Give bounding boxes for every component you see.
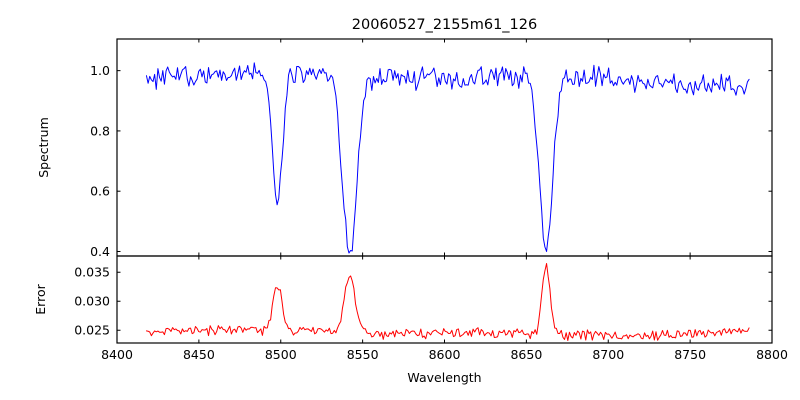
y-tick-label: 1.0 (90, 63, 110, 78)
trace-spectrum (145, 62, 750, 254)
panel-error: 8400 8450 8500 8550 8600 8650 8700 8750 8800 0.02… (33, 255, 788, 362)
y-axis-label-spectrum: Spectrum (36, 117, 51, 178)
y-tick-label: 0.6 (90, 184, 110, 199)
trace-error (145, 263, 750, 342)
x-axis-label: Wavelength (407, 370, 481, 385)
x-tick-label: 8500 (265, 347, 297, 362)
x-tick-label: 8800 (756, 347, 788, 362)
y-tick-label: 0.030 (74, 294, 110, 309)
x-tick-label: 8650 (510, 347, 542, 362)
x-tick-label: 8750 (674, 347, 706, 362)
axes-frame-overlay-error (116, 255, 773, 344)
x-tick-label: 8450 (183, 347, 215, 362)
x-tick-label: 8700 (592, 347, 624, 362)
y-axis-label-error: Error (33, 283, 48, 314)
x-tick-label: 8600 (429, 347, 461, 362)
x-tick-label: 8550 (347, 347, 379, 362)
panel-spectrum: 0.4 0.6 0.8 1.0 Spectrum (36, 38, 773, 259)
x-tick-label: 8400 (101, 347, 133, 362)
page-title: 20060527_2155m61_126 (352, 17, 537, 33)
y-tick-label: 0.4 (90, 244, 110, 259)
y-tick-label: 0.8 (90, 123, 110, 138)
y-tick-label: 0.035 (74, 265, 110, 280)
y-tick-label: 0.025 (74, 323, 110, 338)
